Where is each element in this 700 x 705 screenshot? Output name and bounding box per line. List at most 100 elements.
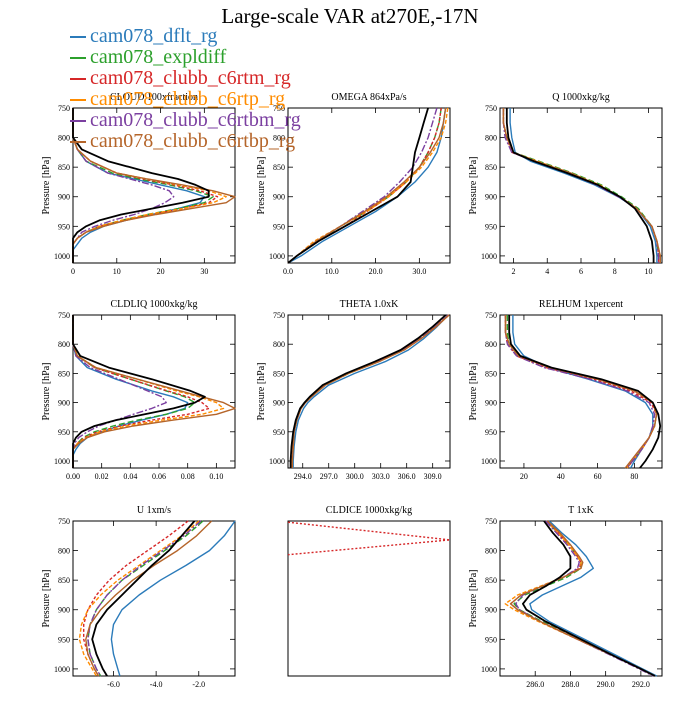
y-axis-label: Pressure [hPa] [468,362,479,420]
series-line-c6rtbp [85,520,213,677]
series-line-obs [505,108,655,263]
series-line-c6rtbp [72,108,236,263]
x-tick-label: 306.0 [398,472,416,481]
y-tick-label: 750 [485,517,497,526]
series-line-c6rtm [72,315,210,468]
y-tick-label: 950 [273,222,285,231]
legend-label: cam078_clubb_c6rtbm_rg [90,109,301,131]
y-tick-label: 850 [58,163,70,172]
y-tick-label: 1000 [54,665,70,674]
series-line-c6rtbp [504,315,658,469]
y-tick-label: 900 [58,606,70,615]
series-line-c6rtbm [287,107,438,264]
y-tick-label: 900 [58,399,70,408]
y-tick-label: 750 [273,104,285,113]
y-tick-label: 800 [485,547,497,556]
y-tick-label: 950 [485,635,497,644]
y-tick-label: 950 [58,222,70,231]
y-tick-label: 1000 [269,457,285,466]
y-tick-label: 1000 [54,252,70,261]
x-tick-label: 0.06 [152,472,166,481]
y-tick-label: 1000 [481,457,497,466]
legend-item: cam078_dflt_rg [70,26,217,46]
legend-item: cam078_clubb_c6rtbm_rg [70,110,301,130]
x-tick-label: 10 [645,267,653,276]
y-tick-label: 1000 [269,252,285,261]
panel-5: THETA 1.0xK 750 800 850 900 950 1000 294.0 297.0… [256,299,451,481]
panel-7: U 1xm/s 750 800 850 900 950 1000 -6.0 -4.0 -2.0 Pr… [41,505,236,689]
y-axis-label: Pressure [hPa] [468,156,479,214]
series-line-c6rtm [502,108,660,263]
series-line-c6rtm [287,107,442,264]
x-tick-label: 288.0 [561,680,579,689]
y-tick-label: 850 [485,576,497,585]
series-line-c6rtbp [502,108,661,263]
x-tick-label: 286.0 [526,680,544,689]
x-tick-label: 80 [630,472,638,481]
y-tick-label: 950 [485,222,497,231]
y-tick-label: 800 [58,547,70,556]
x-tick-label: -2.0 [192,680,205,689]
plot-frame [72,314,236,469]
panel-title: OMEGA 864xPa/s [331,92,406,103]
series-line-expldiff [513,520,656,677]
y-tick-label: 750 [58,311,70,320]
y-axis-label: Pressure [hPa] [256,156,267,214]
series-line-dflt [509,108,658,263]
x-tick-label: 20.0 [369,267,383,276]
panel-9: T 1xK 750 800 850 900 950 1000 286.0 288.0 290.0 2… [468,505,663,689]
series-line-c6rtm [72,108,219,263]
y-tick-label: 900 [485,193,497,202]
x-tick-label: 60 [594,472,602,481]
y-tick-label: 900 [273,193,285,202]
series-line-expldiff [287,107,442,264]
series-line-c6rtbp [509,520,656,677]
panel-title: CLDLIQ 1000xkg/kg [111,299,198,310]
panel-title: CLOUD 100xfraction [110,92,198,103]
series-line-expldiff [87,520,204,677]
series-line-c6rtm [287,521,451,556]
series-line-c6rtbp [287,107,447,264]
x-tick-label: 292.0 [632,680,650,689]
panel-4: CLDLIQ 1000xkg/kg 750 800 850 900 950 1000 0.00… [41,299,236,481]
y-tick-label: 850 [58,369,70,378]
x-tick-label: 0.0 [283,267,293,276]
series-line-obs [289,314,447,468]
series-line-c6rtbp [72,315,236,468]
x-tick-label: -4.0 [150,680,163,689]
y-tick-label: 800 [485,340,497,349]
x-tick-label: 290.0 [597,680,615,689]
y-tick-label: 750 [58,104,70,113]
series-line-c6rtp [287,107,449,264]
y-tick-label: 850 [273,163,285,172]
series-line-obs [72,315,206,468]
y-tick-label: 750 [485,104,497,113]
y-tick-label: 750 [58,517,70,526]
y-axis-label: Pressure [hPa] [41,156,52,214]
series-line-obs [287,107,429,264]
legend-label: cam078_dflt_rg [90,25,218,47]
legend-swatch [70,120,86,123]
y-tick-label: 850 [273,369,285,378]
x-tick-label: 0 [71,267,75,276]
panel-6: RELHUM 1xpercent 750 800 850 900 950 1000 20 40 6… [468,299,663,481]
series-line-c6rtp [78,520,200,677]
legend-label: cam078_clubb_c6rtbp_rg [90,130,296,152]
legend-label: cam078_clubb_c6rtp_rg [90,88,286,110]
series-line-c6rtbm [87,520,202,677]
x-tick-label: 0.04 [123,472,137,481]
x-tick-label: -6.0 [107,680,120,689]
series-line-c6rtbm [504,315,656,469]
panel-title: THETA 1.0xK [340,299,399,310]
series-line-obs [508,315,662,469]
series-line-obs [72,108,210,263]
plot-frame [499,520,663,677]
legend-item: cam078_expldiff [70,47,226,67]
x-tick-label: 6 [579,267,583,276]
x-tick-label: 300.0 [346,472,364,481]
x-tick-label: 0.08 [181,472,195,481]
panel-title: U 1xm/s [137,505,171,516]
y-axis-label: Pressure [hPa] [256,362,267,420]
